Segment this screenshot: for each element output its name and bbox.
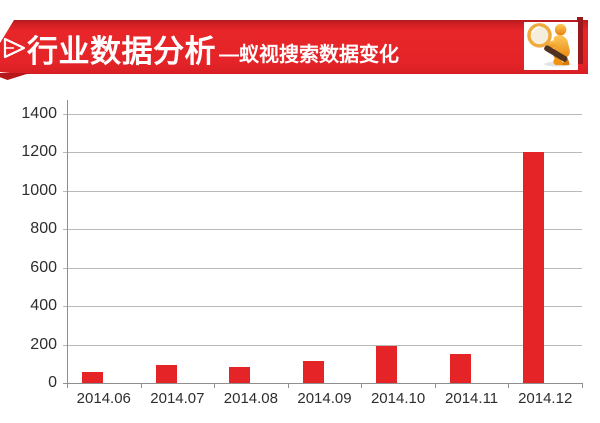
- y-axis-label: 200: [30, 336, 57, 353]
- y-gridline: [63, 345, 582, 346]
- y-axis-label: 800: [30, 220, 57, 237]
- y-axis-label: 1400: [21, 105, 57, 122]
- y-gridline: [63, 268, 582, 269]
- chart-bar-2014.09: [302, 360, 324, 383]
- chart-bar-2014.12: [523, 152, 545, 383]
- banner-accent-strip: [577, 17, 583, 64]
- chart-bar-2014.11: [449, 354, 471, 383]
- y-axis-label: 400: [30, 297, 57, 314]
- x-axis-tick: [508, 383, 509, 388]
- x-axis-tick: [435, 383, 436, 388]
- y-axis-label: 0: [48, 374, 57, 391]
- x-axis-tick: [361, 383, 362, 388]
- header-badge: [524, 22, 578, 70]
- chart-bar-2014.06: [82, 371, 103, 383]
- chart-bar-2014.08: [229, 366, 251, 383]
- page-subtitle: —蚁视搜索数据变化: [219, 44, 399, 66]
- x-axis-tick: [67, 383, 68, 388]
- x-axis-tick: [214, 383, 215, 388]
- page-title: 行业数据分析: [27, 34, 216, 69]
- x-axis-tick: [288, 383, 289, 388]
- y-axis-label: 1000: [21, 182, 57, 199]
- chevron-right-icon: [1, 35, 27, 66]
- y-gridline: [63, 152, 582, 153]
- x-axis-tick: [582, 383, 583, 388]
- chart-bar-2014.07: [155, 364, 177, 383]
- y-axis-label: 1200: [21, 143, 57, 160]
- x-axis-label: 2014.06: [76, 390, 131, 407]
- y-gridline: [63, 191, 582, 192]
- x-axis-tick: [141, 383, 142, 388]
- x-axis-label: 2014.11: [445, 390, 499, 407]
- x-axis-label: 2014.12: [518, 390, 573, 407]
- magnifier-figure-icon: [525, 21, 577, 72]
- x-axis-label: 2014.07: [150, 390, 205, 407]
- x-axis-label: 2014.09: [297, 390, 352, 407]
- x-axis: [63, 383, 582, 384]
- y-gridline: [63, 114, 582, 115]
- x-axis-label: 2014.10: [370, 390, 426, 407]
- x-axis-label: 2014.08: [223, 390, 278, 407]
- header-banner: 行业数据分析 —蚁视搜索数据变化: [0, 20, 588, 74]
- y-axis-label: 600: [30, 259, 57, 276]
- chart-bar-2014.10: [376, 345, 398, 383]
- y-axis: [67, 100, 68, 387]
- y-gridline: [63, 306, 582, 307]
- y-gridline: [63, 229, 582, 230]
- banner-ribbon-fold: [0, 73, 30, 80]
